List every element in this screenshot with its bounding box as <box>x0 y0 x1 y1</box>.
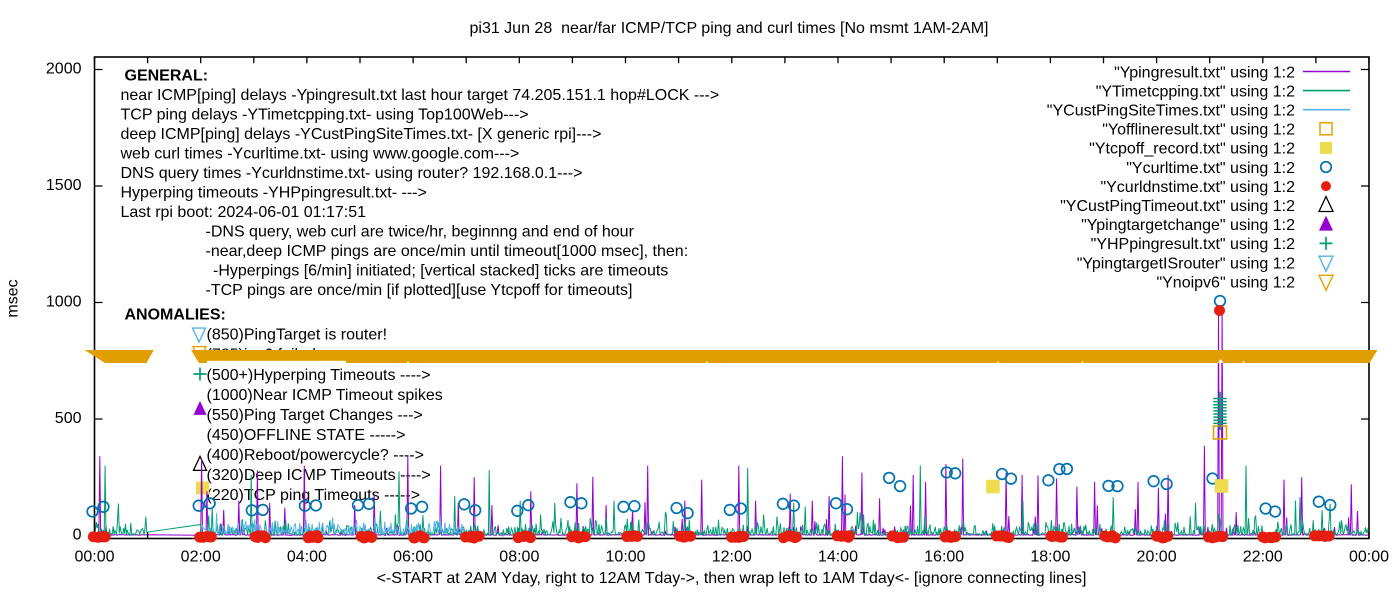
svg-text:"Ynoipv6" using 1:2: "Ynoipv6" using 1:2 <box>1156 274 1295 291</box>
svg-text:deep ICMP[ping] delays -YCustP: deep ICMP[ping] delays -YCustPingSiteTim… <box>121 126 602 143</box>
svg-text:"Ycurldnstime.txt" using 1:2: "Ycurldnstime.txt" using 1:2 <box>1100 179 1295 196</box>
svg-text:TCP ping delays -YTimetcpping.: TCP ping delays -YTimetcpping.txt- using… <box>121 107 529 124</box>
svg-text:02:00: 02:00 <box>181 549 221 566</box>
svg-text:12:00: 12:00 <box>712 549 752 566</box>
svg-text:00:00: 00:00 <box>74 549 114 566</box>
svg-text:0: 0 <box>73 527 82 544</box>
svg-text:(320)Deep ICMP Timeouts ---->: (320)Deep ICMP Timeouts ----> <box>207 467 431 484</box>
svg-text:"YCustPingTimeout.txt" using 1: "YCustPingTimeout.txt" using 1:2 <box>1060 198 1295 215</box>
svg-text:GENERAL:: GENERAL: <box>125 68 209 85</box>
svg-text:14:00: 14:00 <box>818 549 858 566</box>
svg-text:10:00: 10:00 <box>606 549 646 566</box>
svg-text:1500: 1500 <box>46 177 82 194</box>
svg-text:16:00: 16:00 <box>924 549 964 566</box>
svg-text:-DNS query, web curl are twice: -DNS query, web curl are twice/hr, begin… <box>206 224 635 241</box>
svg-text:1000: 1000 <box>46 294 82 311</box>
svg-text:DNS query times -Ycurldnstime.: DNS query times -Ycurldnstime.txt- using… <box>121 165 583 182</box>
svg-text:04:00: 04:00 <box>287 549 327 566</box>
svg-text:Last rpi boot: 2024-06-01 01:1: Last rpi boot: 2024-06-01 01:17:51 <box>121 204 367 221</box>
svg-text:20:00: 20:00 <box>1137 549 1177 566</box>
svg-text:"YTimetcpping.txt" using 1:2: "YTimetcpping.txt" using 1:2 <box>1096 83 1295 100</box>
svg-text:(1000)Near ICMP Timeout spikes: (1000)Near ICMP Timeout spikes <box>207 387 443 404</box>
svg-text:"Yofflineresult.txt" using 1:2: "Yofflineresult.txt" using 1:2 <box>1102 122 1295 139</box>
svg-text:"Ycurltime.txt" using 1:2: "Ycurltime.txt" using 1:2 <box>1126 160 1295 177</box>
svg-text:near ICMP[ping] delays -Ypingr: near ICMP[ping] delays -Ypingresult.txt … <box>121 87 720 104</box>
svg-text:(500+)Hyperping Timeouts ---->: (500+)Hyperping Timeouts ----> <box>207 367 431 384</box>
svg-text:<-START at 2AM Yday, right to: <-START at 2AM Yday, right to 12AM Tday-… <box>377 570 1087 587</box>
svg-text:"Ypingresult.txt" using 1:2: "Ypingresult.txt" using 1:2 <box>1114 64 1295 81</box>
svg-text:2000: 2000 <box>46 61 82 78</box>
svg-text:(450)OFFLINE STATE ----->: (450)OFFLINE STATE -----> <box>207 427 406 444</box>
svg-text:00:00: 00:00 <box>1349 549 1389 566</box>
svg-text:22:00: 22:00 <box>1243 549 1283 566</box>
svg-text:msec: msec <box>5 279 22 317</box>
svg-text:"YpingtargetISrouter" using 1:: "YpingtargetISrouter" using 1:2 <box>1077 255 1295 272</box>
svg-text:pi31 Jun 28 near/far ICMP/TCP: pi31 Jun 28 near/far ICMP/TCP ping and c… <box>469 20 988 37</box>
svg-text:web curl times -Ycurltime.txt-: web curl times -Ycurltime.txt- using www… <box>120 146 520 163</box>
svg-text:"YCustPingSiteTimes.txt" using: "YCustPingSiteTimes.txt" using 1:2 <box>1047 103 1295 120</box>
svg-text:-Hyperpings [6/min] initiated;: -Hyperpings [6/min] initiated; [vertical… <box>213 263 668 280</box>
svg-text:"Ypingtargetchange" using 1:2: "Ypingtargetchange" using 1:2 <box>1081 217 1295 234</box>
svg-text:18:00: 18:00 <box>1030 549 1070 566</box>
svg-text:ANOMALIES:: ANOMALIES: <box>125 307 226 324</box>
svg-text:-near,deep ICMP pings are once: -near,deep ICMP pings are once/min until… <box>206 243 689 260</box>
svg-text:08:00: 08:00 <box>499 549 539 566</box>
svg-text:(550)Ping Target Changes --->: (550)Ping Target Changes ---> <box>207 407 423 424</box>
svg-text:Hyperping timeouts -YHPpingres: Hyperping timeouts -YHPpingresult.txt- -… <box>121 185 427 202</box>
svg-text:"YHPpingresult.txt" using 1:2: "YHPpingresult.txt" using 1:2 <box>1091 236 1295 253</box>
svg-text:(400)Reboot/powercycle? ---->: (400)Reboot/powercycle? ----> <box>207 447 424 464</box>
svg-text:"Ytcpoff_record.txt" using 1:2: "Ytcpoff_record.txt" using 1:2 <box>1089 141 1295 158</box>
svg-text:-TCP pings are once/min [if pl: -TCP pings are once/min [if plotted][use… <box>206 282 633 299</box>
svg-text:(850)PingTarget is router!: (850)PingTarget is router! <box>207 327 388 344</box>
svg-text:06:00: 06:00 <box>393 549 433 566</box>
svg-text:500: 500 <box>55 410 82 427</box>
